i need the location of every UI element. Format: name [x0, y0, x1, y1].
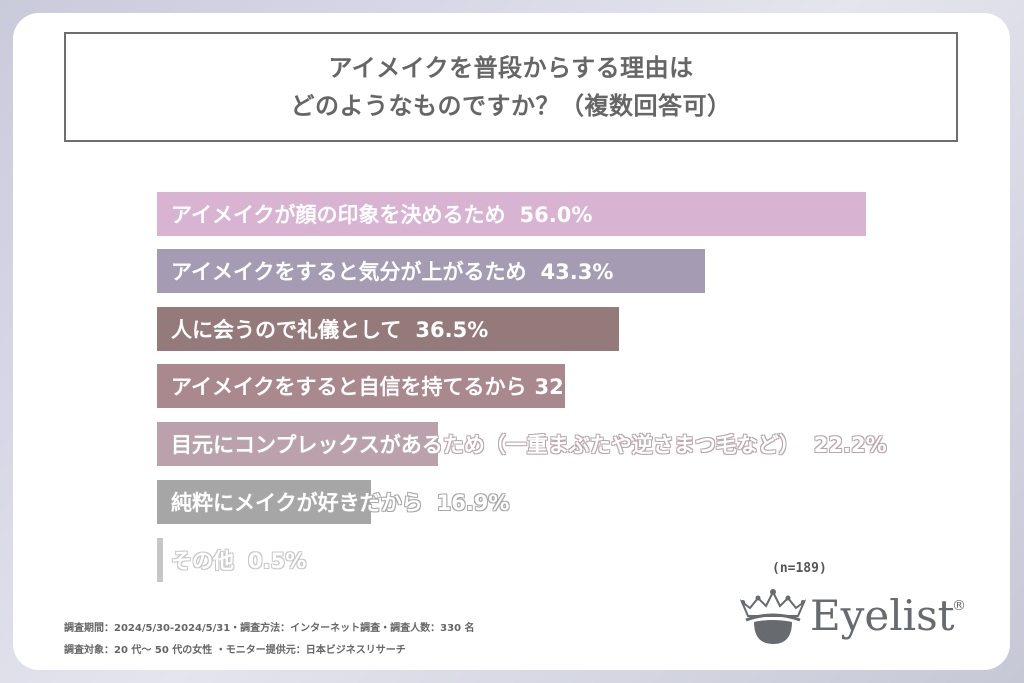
bar-label: 人に会うので礼儀として 36.5% [171, 318, 489, 342]
crown-eye-icon [739, 589, 807, 644]
chart-title-line1: アイメイクを普段からする理由は [328, 54, 694, 82]
bar [157, 422, 438, 466]
logo-text: Eyelist [810, 591, 955, 640]
bar-value: 43.3% [540, 260, 614, 284]
bar-value: 16.9% [436, 491, 510, 515]
bar-value: 32.2% [534, 375, 608, 399]
sample-size: (n=189) [772, 561, 827, 576]
bar [157, 192, 866, 236]
bar [157, 364, 565, 408]
bar-row: その他 0.5% [157, 538, 306, 582]
bar-value: 56.0% [519, 203, 593, 227]
bar-row: アイメイクをすると自信を持てるから 32.2% [157, 364, 607, 408]
bar-row: アイメイクをすると気分が上がるため 43.3% [157, 249, 705, 293]
eyelist-logo: Eyelist ® [739, 588, 970, 648]
bar-row: 純粋にメイクが好きだから 16.9% [157, 480, 509, 524]
bar-value: 36.5% [415, 318, 489, 342]
bar-value: 22.2% [813, 433, 887, 457]
bar-row: 人に会うので礼儀として 36.5% [157, 307, 619, 351]
bar-label: アイメイクをすると気分が上がるため 43.3% [171, 260, 614, 284]
footer-survey-target: 調査対象：20 代～ 50 代の女性 ・モニター提供元：日本ビジネスリサーチ [64, 645, 406, 656]
bar-row: 目元にコンプレックスがあるため（一重まぶたや逆さまつ毛など） 22.2% [157, 422, 887, 466]
footer-survey-info: 調査期間：2024/5/30-2024/5/31・調査方法：インターネット調査・… [64, 623, 475, 634]
bar-label: 目元にコンプレックスがあるため（一重まぶたや逆さまつ毛など） 22.2% [171, 433, 887, 457]
bar-label: その他 0.5% [171, 549, 307, 573]
bar [157, 538, 163, 582]
bar-label: アイメイクをすると自信を持てるから 32.2% [171, 375, 608, 399]
bar-row: アイメイクが顔の印象を決めるため 56.0% [157, 192, 866, 236]
bar-value: 0.5% [248, 549, 307, 573]
bar-label: 純粋にメイクが好きだから 16.9% [171, 491, 510, 515]
chart-title-line2: どのようなものですか？（複数回答可） [290, 92, 732, 120]
registered-mark: ® [952, 598, 966, 614]
bar-label: アイメイクが顔の印象を決めるため 56.0% [171, 203, 593, 227]
bar [157, 480, 371, 524]
bar [157, 307, 619, 351]
bar [157, 249, 705, 293]
chart-title-box: アイメイクを普段からする理由は どのようなものですか？（複数回答可） [64, 32, 958, 142]
